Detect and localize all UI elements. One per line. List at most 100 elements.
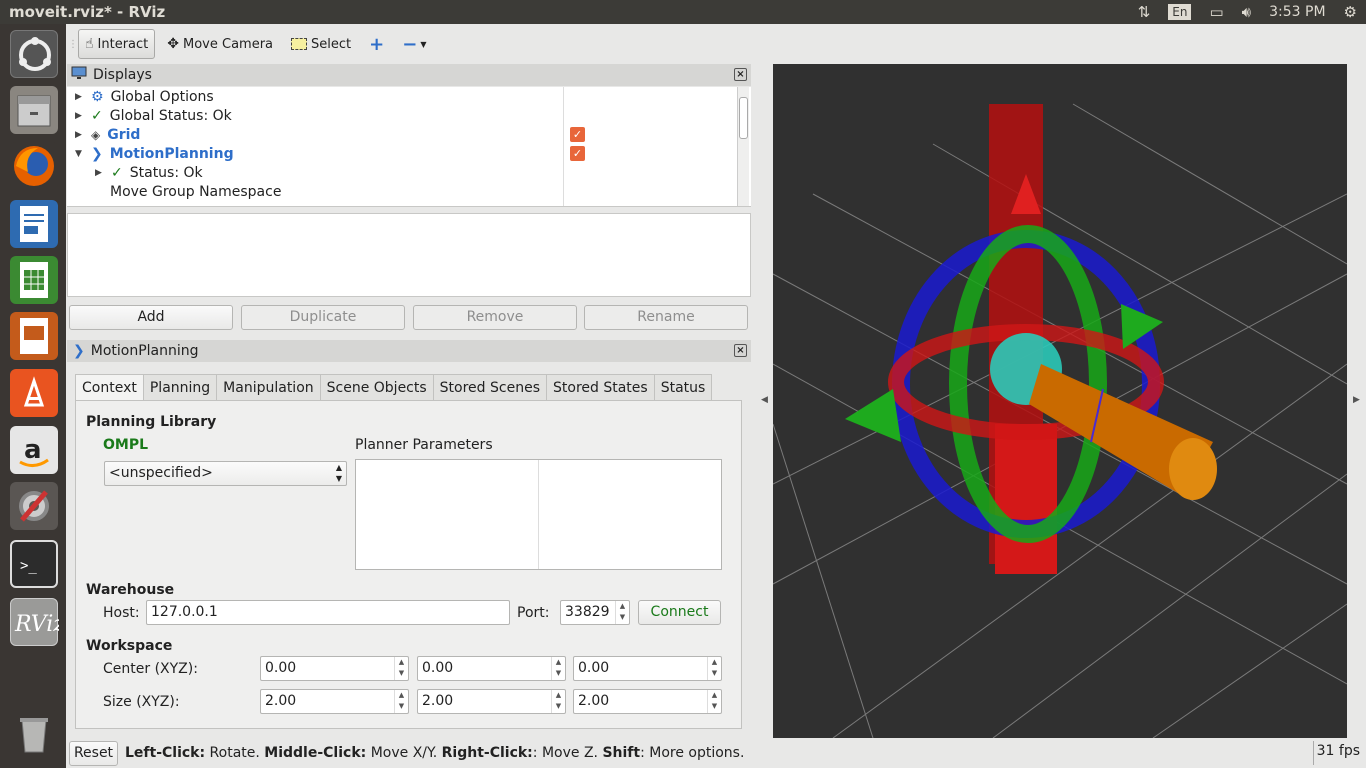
collapse-left-arrow-icon[interactable]: ◀: [761, 395, 768, 405]
clock[interactable]: 3:53 PM: [1269, 4, 1326, 20]
spin-arrows-icon[interactable]: ▲ ▼: [551, 690, 565, 713]
system-settings-icon[interactable]: [10, 482, 58, 530]
monitor-icon: [71, 66, 87, 84]
tab-scene-objects[interactable]: Scene Objects: [319, 374, 434, 401]
tree-item-grid[interactable]: ▶ ◈ Grid: [75, 126, 141, 143]
ubuntu-logo-icon[interactable]: [10, 30, 58, 78]
minus-icon: −: [402, 33, 418, 55]
add-display-button[interactable]: Add: [69, 305, 233, 330]
tab-stored-states[interactable]: Stored States: [546, 374, 655, 401]
expand-arrow-icon[interactable]: ▶: [75, 129, 82, 140]
host-label: Host:: [103, 605, 140, 621]
port-spinbox[interactable]: 33829 ▲ ▼: [560, 600, 630, 625]
grid-enabled-checkbox[interactable]: ✓: [570, 127, 585, 142]
expand-arrow-icon[interactable]: ▶: [75, 110, 82, 121]
tree-item-global-status[interactable]: ▶ ✓ Global Status: Ok: [75, 107, 232, 124]
add-tool-button[interactable]: +: [363, 29, 390, 59]
center-x-spinbox[interactable]: 0.00 ▲ ▼: [260, 656, 409, 681]
tab-stored-scenes[interactable]: Stored Scenes: [432, 374, 547, 401]
select-tool-button[interactable]: Select: [285, 29, 357, 59]
firefox-icon[interactable]: [10, 142, 58, 190]
remove-display-button[interactable]: Remove: [413, 305, 577, 330]
top-panel: moveit.rviz* - RViz ⇅ En ▭ 🔊︎ 3:53 PM ⚙: [0, 0, 1366, 24]
tree-item-status[interactable]: ▶ ✓ Status: Ok: [95, 164, 203, 181]
display-description: [67, 213, 751, 297]
select-box-icon: [291, 38, 308, 50]
gear-icon: ⚙: [91, 88, 104, 105]
port-label: Port:: [517, 605, 550, 621]
collapse-right-arrow-icon[interactable]: ▶: [1353, 395, 1360, 405]
planning-library-heading: Planning Library: [86, 414, 217, 430]
motionplanning-title: MotionPlanning: [90, 343, 199, 359]
chevron-down-icon: ▼: [420, 39, 427, 49]
terminal-icon[interactable]: >_: [10, 540, 58, 588]
impress-icon[interactable]: [10, 312, 58, 360]
spin-arrows-icon[interactable]: ▲ ▼: [707, 657, 721, 680]
tree-item-motionplanning[interactable]: ▼ ❯ MotionPlanning: [75, 145, 234, 162]
tab-context[interactable]: Context: [75, 374, 144, 402]
tab-manipulation[interactable]: Manipulation: [216, 374, 321, 401]
interact-tool-button[interactable]: ☝ Interact: [78, 29, 156, 59]
spin-arrows-icon[interactable]: ▲ ▼: [551, 657, 565, 680]
amazon-icon[interactable]: a: [10, 426, 58, 474]
expand-arrow-icon[interactable]: ▶: [75, 91, 82, 102]
scene-render: [773, 103, 1347, 738]
software-center-icon[interactable]: [10, 369, 58, 417]
center-xyz-label: Center (XYZ):: [103, 661, 198, 677]
connect-button[interactable]: Connect: [638, 600, 721, 625]
remove-tool-button[interactable]: − ▼: [396, 29, 432, 59]
writer-icon[interactable]: [10, 200, 58, 248]
context-tab-panel: Planning Library OMPL <unspecified> ▲ ▼ P…: [75, 400, 742, 729]
system-tray: ⇅ En ▭ 🔊︎ 3:53 PM ⚙: [1129, 0, 1366, 24]
size-y-spinbox[interactable]: 2.00 ▲ ▼: [417, 689, 566, 714]
rename-display-button[interactable]: Rename: [584, 305, 748, 330]
network-icon[interactable]: ⇅: [1137, 3, 1151, 21]
center-y-spinbox[interactable]: 0.00 ▲ ▼: [417, 656, 566, 681]
expand-arrow-icon[interactable]: ▶: [95, 167, 102, 178]
svg-text:>_: >_: [20, 558, 37, 574]
planner-parameters-table[interactable]: [355, 459, 722, 570]
svg-text:a: a: [24, 435, 42, 465]
spin-arrows-icon[interactable]: ▲ ▼: [394, 657, 408, 680]
fps-counter: 31 fps: [1312, 741, 1363, 765]
rviz-icon[interactable]: RViz: [10, 598, 65, 646]
reset-button[interactable]: Reset: [69, 741, 118, 766]
collapse-arrow-icon[interactable]: ▼: [75, 148, 82, 159]
move-camera-icon: ✥: [167, 36, 179, 52]
spin-arrows-icon[interactable]: ▲ ▼: [615, 601, 629, 624]
3d-render-view[interactable]: [773, 64, 1347, 738]
status-bar: Reset Left-Click: Rotate. Middle-Click: …: [66, 739, 1366, 768]
host-input[interactable]: 127.0.0.1: [146, 600, 510, 625]
chevron-updown-icon: ▲ ▼: [335, 463, 342, 483]
close-icon[interactable]: ×: [734, 344, 747, 357]
calc-icon[interactable]: [10, 256, 58, 304]
motionplanning-panel-header: ❯ MotionPlanning ×: [67, 340, 751, 362]
motionplanning-enabled-checkbox[interactable]: ✓: [570, 146, 585, 161]
tree-scrollbar[interactable]: [737, 87, 749, 206]
size-z-spinbox[interactable]: 2.00 ▲ ▼: [573, 689, 722, 714]
tab-status[interactable]: Status: [653, 374, 713, 401]
spin-arrows-icon[interactable]: ▲ ▼: [707, 690, 721, 713]
trash-icon[interactable]: [10, 710, 58, 758]
svg-text:RViz: RViz: [14, 612, 59, 637]
volume-icon[interactable]: 🔊︎: [1241, 3, 1252, 21]
tab-planning[interactable]: Planning: [142, 374, 218, 401]
size-x-spinbox[interactable]: 2.00 ▲ ▼: [260, 689, 409, 714]
spin-arrows-icon[interactable]: ▲ ▼: [394, 690, 408, 713]
motionplanning-icon: ❯: [73, 343, 85, 359]
keyboard-language-indicator[interactable]: En: [1168, 4, 1192, 20]
launcher: a >_ RViz: [0, 24, 66, 768]
tree-item-global-options[interactable]: ▶ ⚙ Global Options: [75, 88, 214, 105]
move-camera-tool-button[interactable]: ✥ Move Camera: [167, 36, 274, 52]
plus-icon: +: [369, 33, 385, 55]
center-z-spinbox[interactable]: 0.00 ▲ ▼: [573, 656, 722, 681]
close-icon[interactable]: ×: [734, 68, 747, 81]
planner-select[interactable]: <unspecified> ▲ ▼: [104, 461, 347, 486]
displays-panel-header: Displays ×: [67, 64, 751, 86]
workspace-heading: Workspace: [86, 638, 173, 654]
gear-icon[interactable]: ⚙: [1343, 3, 1357, 21]
files-icon[interactable]: [10, 86, 58, 134]
battery-icon[interactable]: ▭: [1209, 3, 1224, 21]
tree-item-move-group-namespace[interactable]: Move Group Namespace: [110, 183, 282, 200]
duplicate-display-button[interactable]: Duplicate: [241, 305, 405, 330]
